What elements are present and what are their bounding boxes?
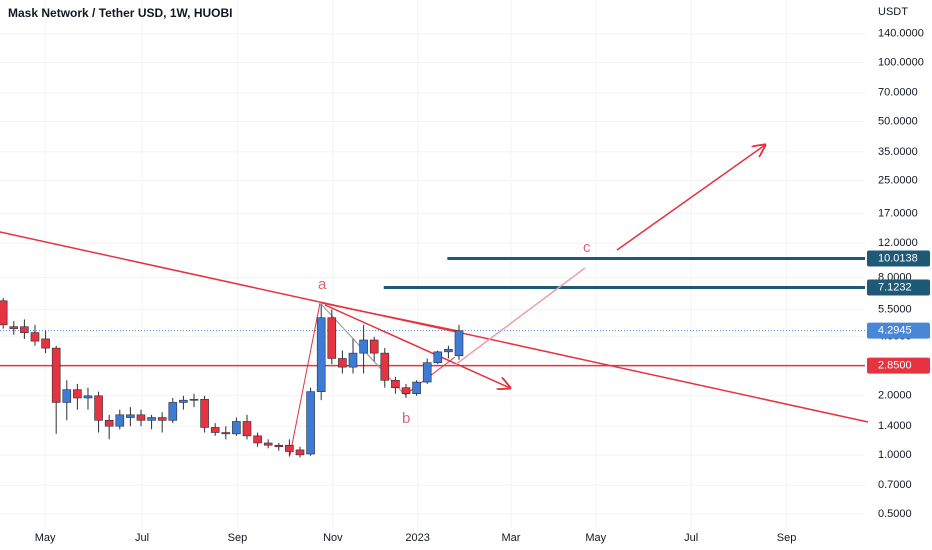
- candle-body: [232, 421, 241, 435]
- candle-body: [126, 414, 135, 418]
- candle-body: [51, 347, 61, 403]
- candle-body: [189, 398, 199, 401]
- y-tick-label: 2.0000: [878, 390, 912, 402]
- y-tick-label: 100.0000: [878, 56, 924, 68]
- y-unit: USDT: [878, 6, 908, 18]
- candle-body: [94, 395, 103, 421]
- candle-body: [401, 387, 411, 395]
- candle-body: [9, 326, 19, 329]
- candle-body: [433, 351, 443, 363]
- candle-body: [454, 330, 464, 357]
- projection-arrow: [616, 145, 765, 251]
- candle-body: [327, 317, 337, 359]
- candle-body: [422, 362, 432, 383]
- candle-body: [412, 381, 421, 395]
- y-tick-label: 12.0000: [878, 237, 918, 249]
- price-label-box: [867, 322, 930, 339]
- y-tick-label: 35.0000: [878, 146, 918, 158]
- y-tick-label: 25.0000: [878, 174, 918, 186]
- candles: [0, 298, 464, 458]
- candle-body: [147, 417, 156, 421]
- candle-body: [115, 414, 125, 427]
- candle-body: [391, 379, 400, 388]
- price-label: 2.8500: [878, 360, 912, 372]
- y-tick-label: 17.0000: [878, 207, 918, 219]
- trendline: [0, 231, 869, 423]
- x-tick-label: Jul: [684, 532, 698, 544]
- x-tick-label: May: [585, 532, 606, 544]
- y-tick-label: 1.4000: [878, 420, 912, 432]
- candle-body: [380, 352, 390, 381]
- candle-body: [253, 435, 262, 444]
- candle-body: [30, 332, 40, 342]
- price-label-box: [867, 250, 930, 267]
- candle-body: [179, 399, 188, 403]
- candle-body: [136, 414, 146, 421]
- candle-body: [41, 338, 50, 349]
- candle-body: [295, 449, 305, 456]
- y-tick-label: 140.0000: [878, 28, 924, 40]
- candle-body: [168, 402, 178, 421]
- wave-label: c: [583, 239, 591, 256]
- y-tick-label: 0.5000: [878, 508, 912, 520]
- price-label-box: [867, 279, 930, 296]
- y-tick-label: 50.0000: [878, 115, 918, 127]
- candle-body: [338, 358, 347, 368]
- candle-body: [242, 421, 252, 437]
- candle-body: [359, 339, 368, 354]
- candle-body: [263, 442, 273, 446]
- x-tick-label: Jul: [135, 532, 149, 544]
- price-label: 7.1232: [878, 281, 912, 293]
- candle-body: [104, 420, 114, 427]
- grid: [0, 0, 865, 528]
- x-tick-label: 2023: [405, 532, 429, 544]
- candle-body: [221, 432, 231, 435]
- x-tick-label: Nov: [323, 532, 343, 544]
- candle-body: [20, 326, 29, 333]
- levels: [0, 257, 865, 367]
- trendline-arrow: [324, 304, 510, 388]
- y-tick-label: 1.0000: [878, 449, 912, 461]
- price-label-box: [867, 357, 930, 374]
- wave-line: [454, 267, 586, 366]
- candle-body: [316, 317, 326, 392]
- candle-body: [62, 389, 72, 403]
- candle-body: [73, 389, 82, 399]
- candle-body: [274, 444, 284, 448]
- candle-body: [306, 391, 315, 455]
- x-tick-label: May: [35, 532, 56, 544]
- x-tick-label: Sep: [228, 532, 248, 544]
- candle-body: [200, 398, 209, 428]
- trendline: [321, 302, 459, 332]
- axes: USDT 140.0000 100.0000 70.0000 50.0000 35.00…: [35, 6, 930, 544]
- candle-body: [444, 349, 453, 353]
- wave-label: b: [402, 410, 410, 427]
- price-label: 10.0138: [878, 252, 918, 264]
- candle-body: [210, 427, 220, 433]
- x-tick-label: Sep: [777, 532, 797, 544]
- y-tick-label: 70.0000: [878, 87, 918, 99]
- candle-body: [348, 352, 358, 368]
- candle-body: [369, 339, 379, 354]
- candle-body: [83, 395, 93, 399]
- wave-line: [289, 302, 321, 456]
- candle-body: [157, 417, 167, 421]
- price-label: 4.2945: [878, 325, 912, 337]
- chart-title: Mask Network / Tether USD, 1W, HUOBI: [8, 6, 233, 20]
- candle-body: [285, 444, 294, 452]
- x-tick-label: Mar: [501, 532, 520, 544]
- y-tick-label: 5.5000: [878, 304, 912, 316]
- y-tick-label: 0.7000: [878, 479, 912, 491]
- wave-label: a: [318, 276, 327, 293]
- candle-body: [0, 300, 8, 326]
